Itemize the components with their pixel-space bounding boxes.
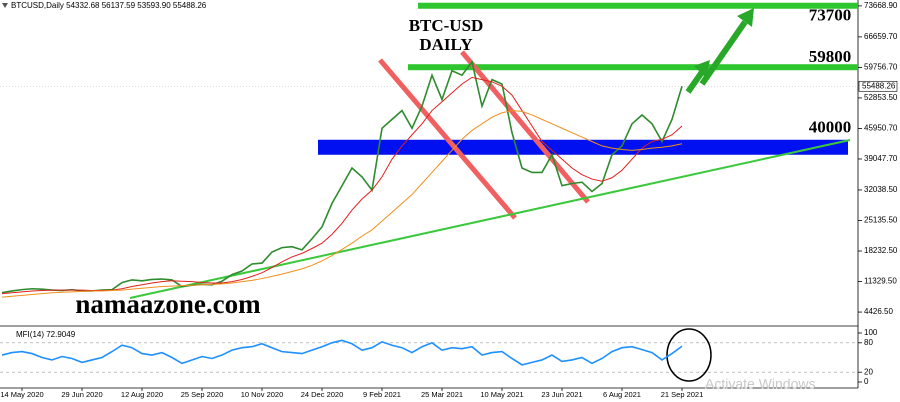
channel-line: [378, 58, 517, 220]
watermark-site: namaazone.com: [75, 289, 261, 319]
level-label: 73700: [809, 6, 852, 25]
series-line: [1, 110, 683, 298]
series-line: [1, 339, 683, 366]
y-tick-label: 52853.50: [864, 93, 898, 102]
x-tick-label: 25 Sep 2020: [181, 390, 224, 399]
trend-line: [129, 139, 851, 299]
y-tick-label: 45950.70: [864, 124, 898, 133]
x-tick-label: 12 Aug 2020: [121, 390, 163, 399]
level-label: 40000: [809, 118, 852, 137]
y-tick-label: 39047.70: [864, 154, 898, 163]
os-watermark: Activate Windows: [705, 376, 815, 392]
x-tick-label: 21 Sep 2021: [661, 390, 704, 399]
series-line: [1, 60, 683, 294]
y-tick-label: 11329.50: [864, 277, 897, 286]
x-tick-label: 6 Aug 2021: [603, 390, 641, 399]
level-band: [418, 2, 858, 9]
x-tick-label: 25 Mar 2021: [421, 390, 463, 399]
x-tick-label: 29 Jun 2020: [61, 390, 102, 399]
annotation: DAILY: [419, 35, 472, 54]
y-tick-label: 32038.50: [864, 185, 898, 194]
y-tick-label: 66659.70: [864, 32, 898, 41]
x-tick-label: 10 May 2021: [480, 390, 523, 399]
arrow-head: [737, 8, 754, 27]
menu-icon: [2, 3, 8, 8]
y-tick-label: 59756.70: [864, 63, 898, 72]
x-tick-label: 23 Jun 2021: [541, 390, 582, 399]
highlight-circle: [666, 328, 712, 382]
y-tick-label: 25135.50: [864, 216, 898, 225]
level-label: 59800: [809, 47, 852, 66]
x-tick-label: 10 Nov 2020: [241, 390, 284, 399]
series-line: [1, 76, 683, 295]
x-tick-label: 9 Feb 2021: [363, 390, 401, 399]
x-tick-label: 14 May 2020: [0, 390, 43, 399]
y-tick-label: 4426.50: [864, 307, 893, 316]
annotation: BTC-USD: [409, 16, 484, 35]
y-tick-label: 18232.50: [864, 246, 898, 255]
x-tick-label: 24 Dec 2020: [301, 390, 344, 399]
chart-header: BTCUSD,Daily 54332.68 56137.59 53593.90 …: [11, 1, 207, 10]
last-price-box: [858, 80, 898, 92]
y-tick-label: 80: [864, 338, 873, 347]
arrow: [685, 70, 705, 94]
level-band: [408, 64, 858, 71]
y-tick-label: 100: [864, 328, 878, 337]
arrow: [699, 20, 748, 86]
channel-line: [460, 50, 590, 204]
y-tick-label: 0: [864, 377, 869, 386]
y-tick-label: 73668.90: [864, 1, 898, 10]
indicator-title: MFI(14) 72.9049: [16, 330, 76, 339]
y-tick-label: 20: [864, 367, 873, 376]
last-price-label: 55488.26: [862, 81, 896, 90]
